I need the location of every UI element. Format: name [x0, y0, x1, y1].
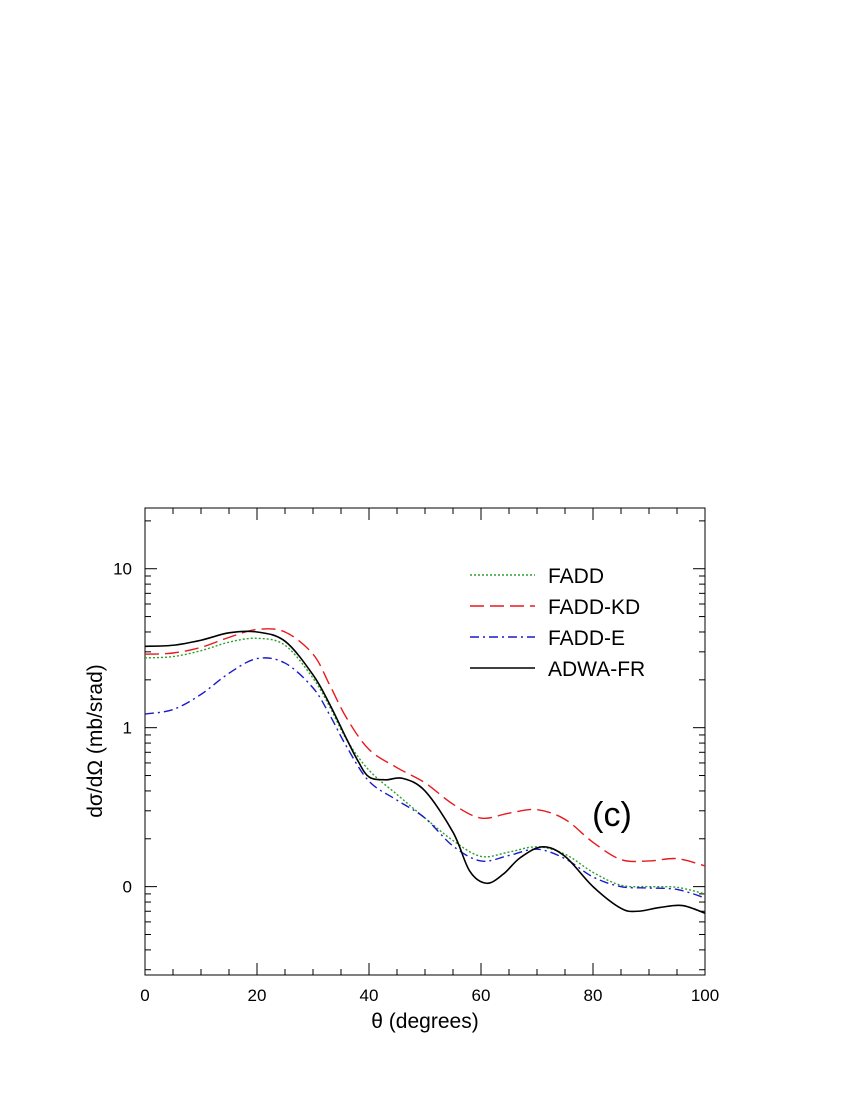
x-tick-label: 40	[360, 986, 379, 1005]
x-tick-label: 0	[140, 986, 149, 1005]
series-fadd-kd	[144, 628, 706, 867]
y-axis-label: dσ/dΩ (mb/srad)	[84, 664, 107, 818]
series-fadd-e	[144, 657, 706, 899]
x-tick-label: 80	[584, 986, 603, 1005]
legend-label-fadd-e: FADD-E	[548, 627, 625, 650]
tick-labels: 0 20 40 60 80 100 0 1 10	[113, 560, 719, 1005]
legend-label-adwa-fr: ADWA-FR	[548, 658, 645, 681]
x-axis-label: θ (degrees)	[371, 1010, 478, 1033]
panel-label: (c)	[592, 796, 632, 834]
series-fadd	[144, 637, 706, 895]
series-layer	[144, 628, 706, 915]
x-tick-label: 60	[472, 986, 491, 1005]
series-adwa-fr	[144, 630, 706, 915]
plot-frame	[144, 507, 706, 976]
y-tick-label: 0	[123, 878, 132, 897]
y-tick-label: 10	[113, 560, 132, 579]
x-tick-label: 100	[691, 986, 719, 1005]
legend-label-fadd-kd: FADD-KD	[548, 596, 640, 619]
tick-marks	[144, 508, 706, 975]
legend: FADD FADD-KD FADD-E ADWA-FR	[470, 565, 645, 681]
legend-label-fadd: FADD	[548, 565, 604, 588]
y-tick-label: 1	[123, 719, 132, 738]
x-tick-label: 20	[248, 986, 267, 1005]
